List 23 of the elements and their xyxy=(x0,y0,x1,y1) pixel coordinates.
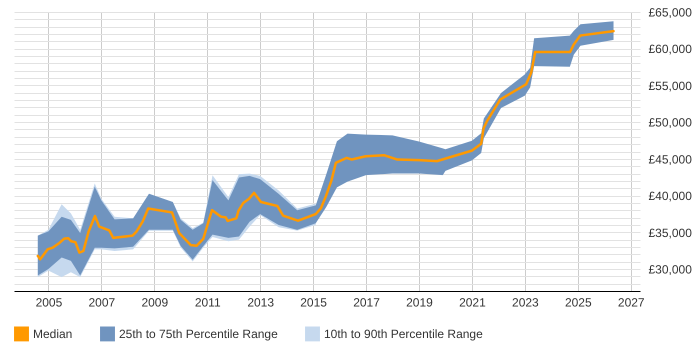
y-tick-label: £55,000 xyxy=(648,78,692,93)
x-tick-label: 2005 xyxy=(36,296,63,310)
x-tick-label: 2027 xyxy=(618,296,645,310)
legend-label: 10th to 90th Percentile Range xyxy=(324,326,484,341)
y-tick-label: £65,000 xyxy=(648,6,692,20)
x-tick-label: 2025 xyxy=(564,296,592,310)
x-tick-label: 2021 xyxy=(459,296,486,310)
x-tick-label: 2015 xyxy=(300,296,328,310)
x-tick-label: 2007 xyxy=(88,296,116,310)
x-tick-label: 2023 xyxy=(512,296,540,310)
x-tick-label: 2017 xyxy=(353,296,380,310)
x-tick-label: 2009 xyxy=(141,296,168,310)
y-tick-label: £30,000 xyxy=(648,262,692,276)
x-tick-label: 2019 xyxy=(406,296,434,310)
y-tick-label: £60,000 xyxy=(648,42,692,56)
legend-label: Median xyxy=(33,326,72,341)
legend-label: 25th to 75th Percentile Range xyxy=(119,326,278,341)
y-tick-label: £50,000 xyxy=(648,116,692,130)
y-tick-label: £40,000 xyxy=(648,189,692,204)
x-tick-label: 2013 xyxy=(247,296,274,310)
y-tick-label: £35,000 xyxy=(648,226,692,240)
y-tick-label: £45,000 xyxy=(648,152,692,166)
x-tick-label: 2011 xyxy=(194,296,221,310)
